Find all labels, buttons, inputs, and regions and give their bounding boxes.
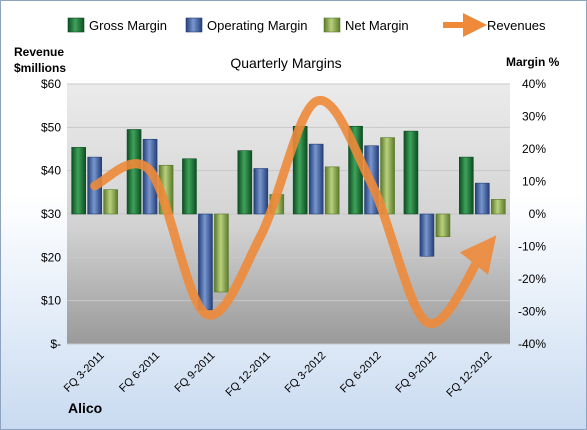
x-tick-label: FQ 6-2011: [117, 350, 162, 395]
y-left-tick-labels: $- $10 $20 $30 $40 $50 $60: [41, 77, 61, 351]
y-right-axis-title: Margin %: [506, 55, 560, 69]
gross-margin-bar: [237, 150, 253, 215]
net-margin-bar: [324, 166, 340, 215]
legend-label-net-margin: Net Margin: [345, 18, 409, 33]
x-tick-label: FQ 3-2011: [62, 350, 107, 395]
gross-margin-bar: [71, 147, 86, 215]
gross-margin-bar: [126, 129, 142, 215]
legend-label-revenues: Revenues: [487, 18, 546, 33]
y-left-axis-title-line2: $millions: [14, 61, 66, 75]
legend-label-operating-margin: Operating Margin: [207, 18, 307, 33]
x-tick-label: FQ 6-2012: [338, 350, 384, 396]
y-right-tick-label: -40%: [518, 337, 546, 351]
x-tick-label: FQ 9-2011: [172, 350, 217, 395]
y-right-tick-label: -20%: [518, 272, 546, 286]
y-right-tick-label: 0%: [529, 207, 547, 221]
y-left-tick-label: $10: [41, 294, 61, 308]
operating-margin-bar: [419, 213, 435, 257]
legend-swatch-net-margin: [323, 17, 341, 33]
net-margin-bar: [103, 189, 118, 215]
company-label: Alico: [68, 400, 102, 416]
operating-margin-bar: [475, 182, 490, 215]
y-right-tick-label: 30%: [522, 110, 546, 124]
y-left-tick-label: $50: [41, 120, 61, 134]
y-left-tick-label: $60: [41, 77, 61, 91]
x-tick-labels: FQ 3-2011 FQ 6-2011 FQ 9-2011 FQ 12-2011 FQ …: [62, 350, 495, 400]
x-tick-label: FQ 12-2012: [444, 350, 494, 400]
y-right-tick-label: -10%: [518, 240, 546, 254]
x-tick-label: FQ 3-2012: [283, 350, 329, 396]
y-left-tick-label: $-: [50, 337, 61, 351]
operating-margin-bar: [308, 143, 324, 215]
chart-title: Quarterly Margins: [230, 55, 341, 71]
y-right-tick-labels: -40% -30% -20% -10% 0% 10% 20% 30% 40%: [518, 77, 546, 351]
gross-margin-bar: [459, 156, 474, 215]
revenues-line: [90, 96, 497, 328]
net-margin-bar: [214, 213, 229, 293]
legend: Gross Margin Operating Margin Net Margin…: [67, 13, 546, 37]
legend-swatch-operating-margin: [185, 17, 203, 33]
y-right-tick-label: 40%: [522, 77, 546, 91]
gross-margin-bar: [403, 130, 419, 215]
gross-margin-bar: [182, 158, 197, 215]
bars-group: [71, 125, 506, 311]
y-left-tick-label: $20: [41, 250, 61, 264]
y-left-tick-label: $30: [41, 207, 61, 221]
y-right-tick-label: 10%: [522, 175, 546, 189]
y-right-tick-label: 20%: [522, 142, 546, 156]
net-margin-bar: [491, 199, 506, 215]
x-tick-label: FQ 12-2011: [224, 350, 273, 399]
y-left-tick-label: $40: [41, 164, 61, 178]
operating-margin-bar: [253, 168, 269, 215]
y-left-axis-title-line1: Revenue: [14, 45, 64, 59]
revenue-line-group: [90, 96, 497, 328]
net-margin-bar: [435, 213, 451, 238]
legend-swatch-gross-margin: [67, 17, 85, 33]
y-right-tick-label: -30%: [518, 305, 546, 319]
operating-margin-bar: [198, 213, 213, 311]
legend-label-gross-margin: Gross Margin: [89, 18, 167, 33]
x-tick-label: FQ 9-2012: [393, 350, 439, 396]
